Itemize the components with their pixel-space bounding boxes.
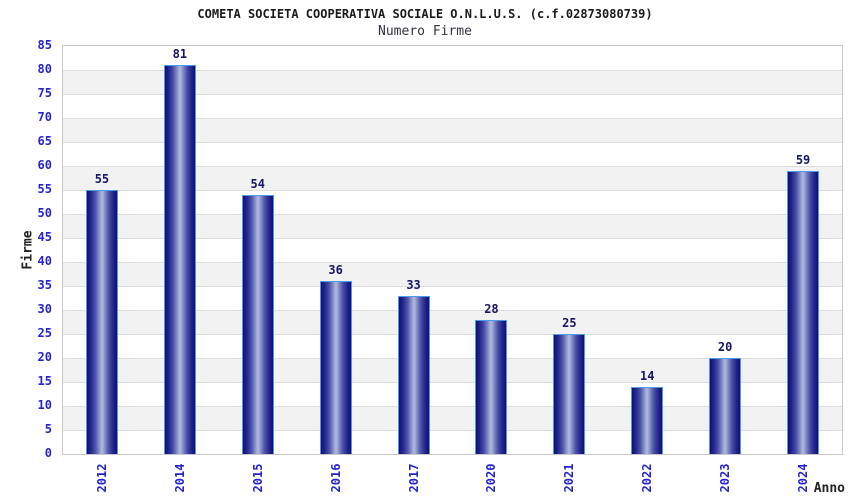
bar — [787, 170, 820, 454]
x-tick-label: 2020 — [484, 463, 499, 493]
x-tick-label: 2012 — [94, 463, 109, 493]
x-tick-label: 2015 — [250, 463, 265, 493]
y-tick-label: 20 — [37, 350, 52, 364]
x-tick-label: 2016 — [328, 463, 343, 493]
gridline — [63, 406, 842, 407]
chart-title: COMETA SOCIETA COOPERATIVA SOCIALE O.N.L… — [197, 7, 653, 21]
y-tick-label: 10 — [37, 398, 52, 412]
bar — [475, 319, 508, 454]
y-tick-label: 50 — [37, 206, 52, 220]
y-tick-label: 85 — [37, 38, 52, 52]
gridline — [63, 94, 842, 95]
chart-subtitle: Numero Firme — [378, 24, 472, 39]
bar-value-label: 55 — [94, 172, 110, 186]
plot-area — [62, 45, 843, 455]
x-axis-label: Anno — [813, 481, 845, 496]
bar — [397, 295, 430, 454]
gridline — [63, 382, 842, 383]
y-tick-label: 80 — [37, 62, 52, 76]
y-tick-label: 60 — [37, 158, 52, 172]
bar-value-label: 81 — [172, 47, 188, 62]
gridline — [63, 142, 842, 143]
gridline — [63, 430, 842, 431]
bar-value-label: 14 — [640, 368, 655, 383]
bar — [709, 358, 742, 454]
y-tick-label: 45 — [37, 230, 52, 244]
bar — [163, 65, 196, 454]
y-tick-label: 55 — [37, 182, 52, 196]
gridline — [63, 286, 842, 287]
gridline — [63, 118, 842, 119]
x-tick-label: 2023 — [718, 463, 733, 493]
bar-value-label: 36 — [328, 263, 343, 278]
bar-value-label: 25 — [562, 316, 577, 330]
y-tick-label: 0 — [44, 446, 52, 460]
gridline — [63, 238, 842, 239]
bar-value-label: 54 — [250, 176, 265, 191]
x-tick-label: 2021 — [562, 463, 577, 493]
y-tick-label: 75 — [37, 86, 52, 100]
bar — [631, 386, 664, 454]
x-tick-label: 2022 — [640, 463, 655, 493]
y-tick-label: 70 — [37, 110, 52, 124]
gridline — [63, 214, 842, 215]
gridline — [63, 70, 842, 71]
y-tick-label: 5 — [44, 422, 52, 436]
y-tick-label: 40 — [37, 254, 52, 268]
x-tick-label: 2017 — [406, 463, 421, 493]
gridline — [63, 190, 842, 191]
x-tick-label: 2014 — [172, 463, 187, 493]
gridline — [63, 358, 842, 359]
x-tick-label: 2024 — [796, 463, 811, 493]
bar — [241, 194, 274, 454]
gridline — [63, 310, 842, 311]
y-tick-label: 30 — [37, 302, 52, 316]
bar-value-label: 33 — [406, 277, 421, 292]
bar — [85, 190, 118, 454]
bar — [553, 334, 586, 454]
bar — [319, 281, 352, 454]
gridline — [63, 166, 842, 167]
gridline — [63, 262, 842, 263]
y-tick-label: 65 — [37, 134, 52, 148]
y-tick-label: 35 — [37, 278, 52, 292]
bar-value-label: 59 — [795, 152, 811, 167]
bar-value-label: 28 — [484, 301, 499, 316]
y-tick-label: 15 — [37, 374, 52, 388]
bar-value-label: 20 — [717, 340, 733, 354]
gridline — [63, 334, 842, 335]
y-tick-label: 25 — [37, 326, 52, 340]
